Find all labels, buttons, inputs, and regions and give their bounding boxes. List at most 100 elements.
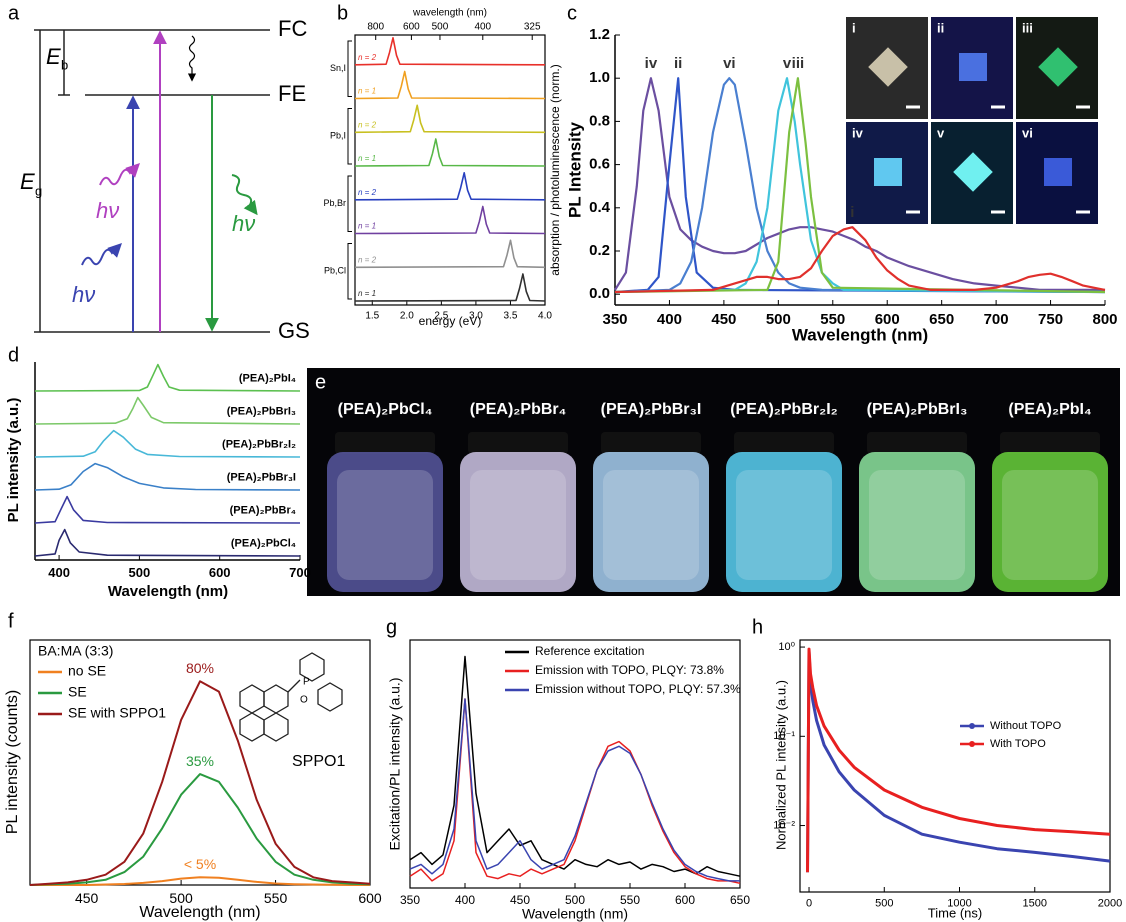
row-label: n = 2: [358, 53, 377, 62]
x-tick-label: 650: [730, 893, 750, 907]
panel-letter: c: [567, 2, 577, 24]
inset-crystal: [953, 152, 993, 192]
x-tick-label: 450: [510, 893, 530, 907]
x-tick-label: 450: [75, 890, 99, 906]
peak-label: iv: [645, 55, 658, 72]
y-tick-label: 0.6: [589, 156, 610, 173]
vial-glow: [736, 470, 832, 580]
row-label: n = 1: [358, 87, 376, 96]
legend-label: SE with SPPO1: [68, 705, 166, 721]
group-label: Pb,Cl: [324, 266, 346, 276]
peak-label: vi: [723, 55, 736, 72]
inset-crystal: [874, 158, 902, 186]
legend-label: SE: [68, 684, 87, 700]
data-line: [354, 104, 546, 134]
panel-letter: g: [386, 616, 397, 638]
x2-tick-label: 400: [474, 22, 491, 33]
vial-cap: [734, 432, 834, 454]
y-axis-label: absorption / photoluminescence (norm.): [548, 64, 562, 275]
row-label: n = 2: [358, 188, 377, 197]
data-line: [614, 77, 1106, 294]
legend-label: Reference excitation: [535, 644, 644, 658]
vial-glow: [337, 470, 433, 580]
data-line: [34, 462, 301, 491]
photon-label: hν: [232, 211, 255, 236]
y-tick-label: 1.2: [589, 26, 610, 43]
legend-title: BA:MA (3:3): [38, 643, 113, 659]
vial: [460, 452, 576, 592]
data-line: [409, 655, 741, 877]
row-label: (PEA)₂PbCl₄: [231, 537, 296, 549]
y-axis-label: PL intensity (a.u.): [5, 398, 22, 523]
vial-glow: [603, 470, 699, 580]
panel-letter: h: [752, 616, 763, 638]
row-label: n = 1: [358, 222, 376, 231]
x2-tick-label: 600: [403, 22, 420, 33]
plot-frame: [799, 639, 1111, 893]
data-line: [614, 226, 1106, 294]
level-label: FC: [278, 16, 307, 41]
y-tick-label: 10⁻²: [773, 819, 795, 831]
inset-label: v: [937, 125, 945, 140]
photo-label: (PEA)₂PbBr₂I₂: [730, 401, 838, 418]
photon-wave: [231, 174, 258, 216]
x2-axis-label: wavelength (nm): [412, 8, 487, 19]
row-label: (PEA)₂PbBr₂I₂: [222, 438, 296, 450]
eb-label: E: [46, 44, 61, 69]
x-axis-label: Time (ns): [928, 905, 982, 920]
data-line: [614, 77, 1106, 294]
x-tick-label: 350: [400, 893, 420, 907]
row-label: n = 2: [358, 120, 377, 129]
data-line: [354, 70, 546, 100]
legend-marker: [969, 723, 975, 729]
vial-cap: [601, 432, 701, 454]
group-bracket: [347, 243, 352, 300]
x-axis-label: energy (eV): [419, 314, 482, 328]
data-line: [806, 649, 1111, 873]
data-line: [34, 429, 301, 458]
photo-label: (PEA)₂PbCl₄: [338, 401, 433, 418]
vial: [593, 452, 709, 592]
x-tick-label: 500: [129, 565, 151, 580]
data-line: [354, 273, 546, 302]
panel-letter: d: [8, 344, 19, 366]
peak-label: i: [850, 204, 854, 221]
x-tick-label: 450: [711, 311, 736, 328]
x-axis-label: Wavelength (nm): [139, 904, 260, 921]
legend-label: Emission with TOPO, PLQY: 73.8%: [535, 663, 724, 677]
vial-cap: [1000, 432, 1100, 454]
row-label: n = 2: [358, 255, 377, 264]
photon-wave: [99, 163, 140, 186]
x-tick-label: 600: [209, 565, 231, 580]
x-tick-label: 500: [565, 893, 585, 907]
photo-label: (PEA)₂PbI₄: [1008, 401, 1091, 418]
x-tick-label: 650: [929, 311, 954, 328]
x2-tick-label: 500: [432, 22, 449, 33]
x-tick-label: 2.5: [434, 311, 448, 322]
data-line: [354, 239, 546, 269]
atom-label: P: [303, 677, 310, 688]
x-tick-label: 500: [169, 890, 193, 906]
row-label: n = 1: [358, 154, 376, 163]
eg-label: E: [20, 169, 35, 194]
annotation: < 5%: [184, 856, 216, 872]
panel-letter: f: [8, 610, 14, 632]
group-label: Pb,I: [330, 131, 346, 141]
photo-label: (PEA)₂PbBrI₃: [867, 401, 968, 418]
data-line: [29, 680, 371, 886]
group-bracket: [347, 108, 352, 165]
annotation: 35%: [186, 753, 214, 769]
x-tick-label: 0: [806, 898, 812, 910]
plot-frame: [29, 639, 371, 886]
annotation: 80%: [186, 660, 214, 676]
x-axis-label: Wavelength (nm): [792, 325, 928, 344]
y-tick-label: 0.4: [589, 199, 611, 216]
row-label: n = 1: [358, 289, 376, 298]
y-tick-label: 10⁻¹: [773, 730, 795, 742]
level-label: FE: [278, 81, 306, 106]
x-tick-label: 500: [875, 898, 893, 910]
photo-label: (PEA)₂PbBr₃I: [601, 401, 702, 418]
vial: [859, 452, 975, 592]
y-axis-label: Excitation/PL intensity (a.u.): [387, 677, 403, 850]
